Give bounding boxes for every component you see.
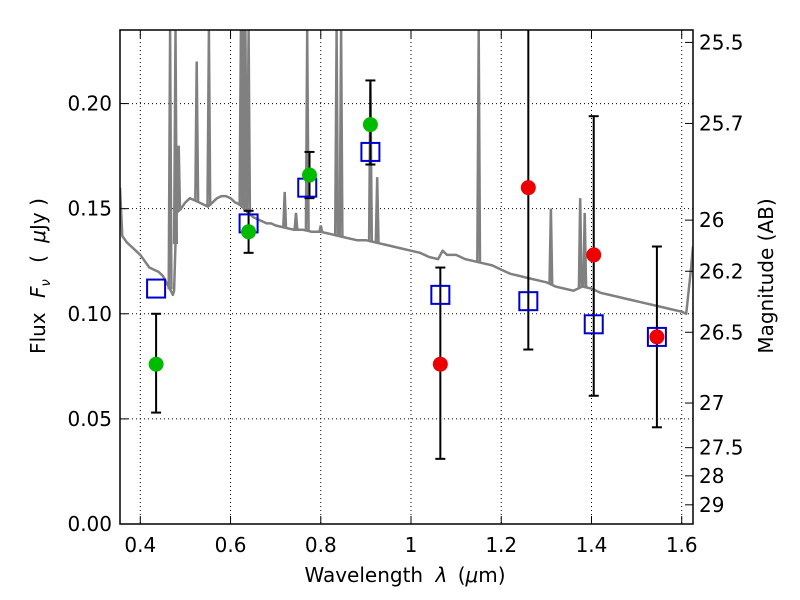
tick-labels: 0.4 0.6 0.8 1 1.2 1.4 1.6 0.00 0.05 0.10 0.15 0.20 2… bbox=[67, 30, 743, 557]
nir-point bbox=[649, 329, 665, 345]
x-tick-label: 1 bbox=[405, 533, 418, 557]
mag-tick-label: 25.5 bbox=[699, 30, 744, 54]
x-tick-label: 0.8 bbox=[305, 533, 337, 557]
emission-line bbox=[176, 145, 182, 211]
emission-line bbox=[293, 212, 299, 230]
nir-point bbox=[432, 356, 448, 372]
detection-point bbox=[148, 356, 164, 372]
model-point-square bbox=[146, 278, 167, 299]
y-tick-label: 0.15 bbox=[67, 197, 112, 221]
emission-line bbox=[374, 177, 380, 243]
detection-point bbox=[301, 167, 317, 183]
nir-point bbox=[586, 247, 602, 263]
model-point-square bbox=[360, 141, 381, 162]
mag-tick-label: 26 bbox=[699, 208, 724, 232]
y-axis-label: Flux Fν ( μJy ) bbox=[26, 198, 55, 354]
emission-line bbox=[548, 208, 554, 285]
axes bbox=[119, 29, 694, 525]
emission-line bbox=[333, 30, 340, 236]
x-axis-label-unit-mu: μ bbox=[465, 563, 479, 587]
emission-line bbox=[206, 30, 212, 206]
x-tick-label: 0.6 bbox=[215, 533, 247, 557]
x-axis-label-text: Wavelength bbox=[304, 563, 423, 587]
y-axis-label-unit-mu: μ bbox=[26, 230, 50, 244]
emission-line bbox=[304, 30, 310, 231]
y-axis-label-unit-rest: Jy ) bbox=[26, 198, 50, 232]
data-points bbox=[146, 117, 667, 372]
detection-point bbox=[362, 117, 378, 133]
emission-line bbox=[167, 30, 173, 290]
emission-line bbox=[245, 30, 252, 213]
x-axis-label-unit-rest: m) bbox=[478, 563, 505, 587]
y-tick-label: 0.10 bbox=[67, 302, 112, 326]
mag-tick-label: 25.7 bbox=[699, 111, 744, 135]
detection-point bbox=[241, 224, 257, 240]
emission-line bbox=[582, 212, 588, 288]
x-axis-label-unit-open: ( bbox=[458, 563, 466, 587]
nir-point bbox=[520, 180, 536, 196]
emission-line bbox=[194, 61, 200, 202]
x-tick-label: 1.4 bbox=[576, 533, 608, 557]
mag-tick-label: 27 bbox=[699, 391, 724, 415]
model-point-square bbox=[518, 291, 539, 312]
mag-tick-label: 26.5 bbox=[699, 320, 744, 344]
model-spectrum-layer bbox=[120, 30, 693, 316]
y-axis-label-sub: ν bbox=[39, 279, 54, 286]
emission-line bbox=[242, 30, 249, 210]
emission-line bbox=[476, 30, 482, 263]
x-tick-label: 1.6 bbox=[666, 533, 698, 557]
mag-tick-label: 28 bbox=[699, 464, 724, 488]
x-tick-label: 1.2 bbox=[485, 533, 517, 557]
x-axis-label: Wavelength λ (μm) bbox=[304, 563, 505, 587]
x-tick-label: 0.4 bbox=[124, 533, 156, 557]
emission-line bbox=[318, 225, 324, 233]
mag-tick-label: 29 bbox=[699, 493, 724, 517]
emission-line bbox=[577, 198, 583, 288]
mag-tick-label: 27.5 bbox=[699, 436, 744, 460]
model-spectrum-line bbox=[120, 187, 693, 316]
model-point-square bbox=[646, 326, 667, 347]
y2-axis-label: Magnitude (AB) bbox=[754, 198, 778, 353]
emission-line bbox=[338, 30, 344, 237]
x-axis-label-symbol: λ bbox=[434, 563, 447, 587]
model-point-square bbox=[430, 284, 451, 305]
emission-line bbox=[172, 30, 179, 245]
plot-frame bbox=[119, 29, 694, 525]
mag-tick-label: 26.2 bbox=[699, 259, 744, 283]
y-axis-label-text: Flux bbox=[26, 312, 50, 354]
y-axis-label-symbol: F bbox=[26, 286, 50, 298]
emission-line bbox=[282, 191, 288, 228]
y-axis-label-unit-open: ( bbox=[26, 255, 50, 263]
y-tick-label: 0.20 bbox=[67, 92, 112, 116]
y-tick-label: 0.05 bbox=[67, 407, 112, 431]
model-point-square bbox=[583, 314, 604, 335]
y-tick-label: 0.00 bbox=[67, 512, 112, 536]
